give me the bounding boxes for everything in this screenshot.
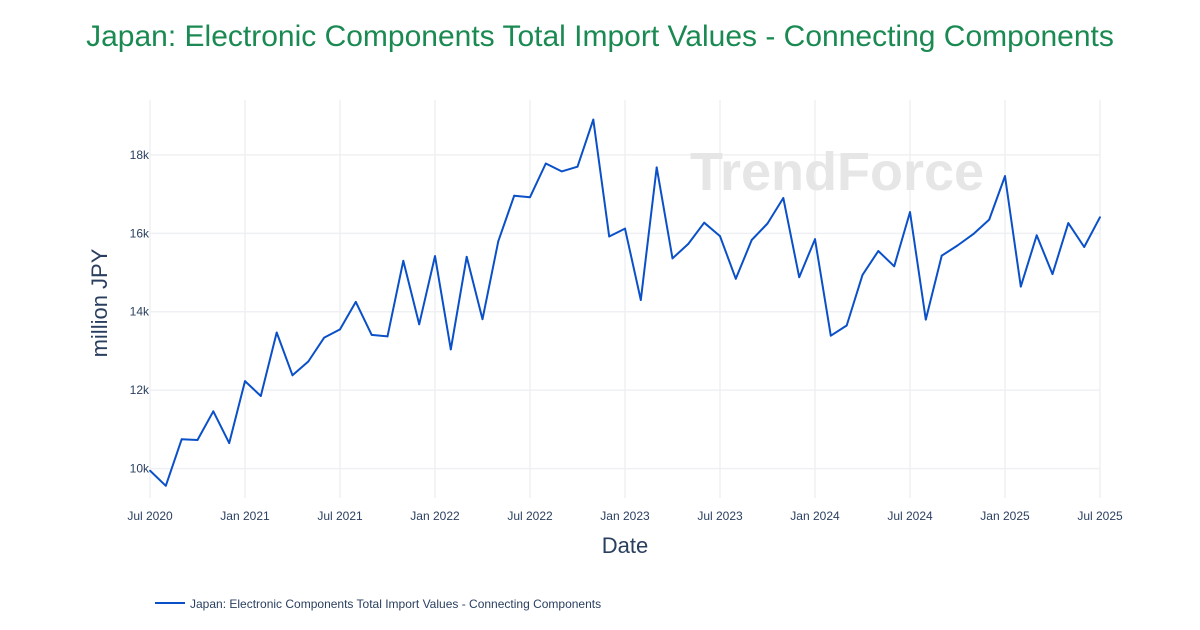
data-point (877, 250, 880, 252)
x-tick-label: Jul 2024 (887, 509, 933, 523)
trendforce-watermark: TrendForce (690, 142, 984, 202)
data-point (893, 265, 896, 268)
data-point (734, 277, 737, 280)
data-point (228, 442, 231, 444)
data-point (560, 170, 563, 173)
data-point (750, 239, 753, 241)
data-point (1004, 175, 1006, 178)
data-point (1099, 216, 1101, 219)
x-axis-ticks: Jul 2020 Jan 2021 Jul 2021 Jan 2022 Jul 2022… (127, 509, 1123, 523)
data-point (1051, 273, 1054, 275)
y-axis-title: million JPY (87, 248, 112, 357)
data-point (592, 118, 595, 121)
data-point (434, 255, 436, 257)
data-point (164, 484, 167, 487)
data-point (196, 439, 199, 441)
data-point (465, 255, 468, 258)
data-point (481, 318, 484, 321)
x-tick-label: Jul 2023 (697, 509, 743, 523)
data-point (275, 331, 278, 334)
data-point (370, 334, 373, 336)
data-point (497, 240, 500, 243)
x-gridlines (149, 100, 1101, 498)
data-point (1019, 285, 1022, 288)
data-point (180, 438, 183, 441)
data-point (924, 318, 927, 321)
data-point (513, 194, 516, 197)
data-point (529, 196, 531, 199)
data-point (829, 334, 832, 337)
data-point (1035, 234, 1038, 237)
data-point (449, 348, 452, 351)
data-point (1067, 222, 1070, 225)
x-tick-label: Jan 2022 (410, 509, 460, 523)
data-point (386, 335, 389, 338)
data-point (323, 336, 326, 339)
data-point (956, 244, 959, 247)
x-tick-label: Jul 2020 (127, 509, 173, 523)
data-point (909, 211, 911, 214)
data-point (291, 374, 294, 377)
data-point (782, 197, 785, 199)
y-gridlines (150, 154, 1100, 470)
x-tick-label: Jul 2021 (317, 509, 363, 523)
chart-title: Japan: Electronic Components Total Impor… (86, 20, 1114, 53)
y-axis-ticks: 10k 12k 14k 16k 18k (130, 148, 150, 476)
legend-label: Japan: Electronic Components Total Impor… (190, 597, 601, 611)
data-point (972, 233, 975, 236)
data-point (149, 469, 151, 472)
x-tick-label: Jan 2021 (220, 509, 270, 523)
data-point (624, 227, 626, 230)
data-point (576, 165, 579, 168)
data-point (244, 380, 246, 382)
plot-area (149, 118, 1101, 487)
data-point (639, 299, 642, 301)
data-point (544, 162, 547, 165)
y-tick-label: 12k (130, 383, 150, 397)
data-point (212, 410, 215, 413)
data-point (608, 235, 611, 238)
x-tick-label: Jan 2025 (980, 509, 1030, 523)
data-point (655, 166, 658, 169)
data-point (354, 301, 357, 303)
data-point (845, 324, 848, 327)
data-point (671, 257, 674, 260)
x-tick-label: Jul 2022 (507, 509, 553, 523)
legend[interactable]: Japan: Electronic Components Total Impor… (155, 597, 601, 611)
data-point (988, 218, 991, 221)
data-point (418, 323, 421, 326)
data-point (766, 222, 769, 225)
data-point (259, 395, 262, 397)
data-point (798, 276, 801, 279)
y-tick-label: 10k (130, 462, 150, 476)
y-tick-label: 18k (130, 148, 150, 162)
y-tick-label: 16k (130, 226, 150, 240)
data-point (940, 254, 943, 257)
data-point (339, 328, 341, 331)
x-axis-title: Date (602, 533, 648, 558)
data-point (1083, 246, 1086, 248)
data-point (719, 235, 721, 238)
data-point (307, 360, 310, 363)
data-point (861, 274, 864, 276)
y-tick-label: 14k (130, 305, 150, 319)
x-tick-label: Jan 2023 (600, 509, 650, 523)
x-tick-label: Jul 2025 (1077, 509, 1123, 523)
data-point (402, 259, 405, 262)
data-point (687, 243, 690, 245)
x-tick-label: Jan 2024 (790, 509, 840, 523)
data-point (703, 221, 706, 224)
data-point (814, 238, 816, 241)
